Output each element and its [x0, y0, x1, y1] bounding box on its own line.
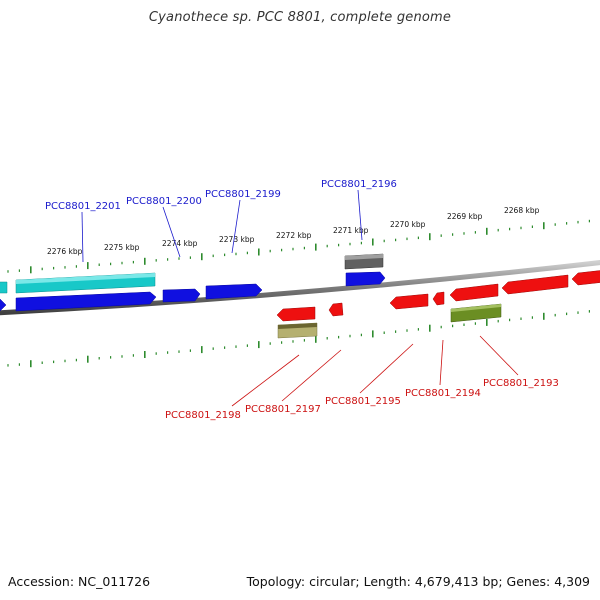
gene-arrow-pcc8801-2197[interactable]: [328, 302, 344, 317]
scale-label-2275: 2275 kbp: [104, 243, 140, 252]
gene-label-pcc8801-2195[interactable]: PCC8801_2195: [325, 396, 401, 407]
gene-arrow-pcc8801-2198[interactable]: [276, 306, 316, 322]
leader-line-2193: [479, 335, 519, 376]
forward-strand-features: [0, 253, 386, 312]
scale-label-2274: 2274 kbp: [162, 239, 198, 248]
gene-feature-khaki-highlight: [278, 323, 317, 329]
genome-backbone: [0, 260, 600, 316]
genome-summary-text: Topology: circular; Length: 4,679,413 bp…: [246, 574, 590, 589]
scale-label-2276: 2276 kbp: [47, 247, 83, 256]
gene-arrow-left-edge[interactable]: [0, 298, 7, 312]
gene-label-pcc8801-2193[interactable]: PCC8801_2193: [483, 378, 559, 389]
leader-line-2200: [162, 206, 181, 258]
leader-line-2195: [359, 343, 414, 394]
upper-scale-track: [7, 219, 591, 274]
leader-line-2198: [231, 354, 300, 407]
gene-arrow-pcc8801-2193[interactable]: [449, 283, 499, 302]
leader-line-2197: [281, 349, 342, 402]
gene-arrow-pcc8801-2200[interactable]: [162, 288, 201, 303]
scale-label-2271: 2271 kbp: [333, 226, 369, 235]
lower-scale-track: [7, 310, 591, 368]
gene-arrow-pcc8801-2195[interactable]: [389, 293, 429, 310]
label-leader-lines: [81, 189, 519, 407]
gene-arrow-pcc8801-2194[interactable]: [432, 291, 445, 306]
gene-arrow-pcc8801-2196[interactable]: [345, 271, 386, 287]
gene-label-pcc8801-2196[interactable]: PCC8801_2196: [321, 179, 397, 190]
gene-label-pcc8801-2194[interactable]: PCC8801_2194: [405, 388, 481, 399]
scale-label-2270: 2270 kbp: [390, 220, 426, 229]
forward-gene-labels: PCC8801_2201 PCC8801_2200 PCC8801_2199 P…: [45, 179, 397, 212]
gene-label-pcc8801-2201[interactable]: PCC8801_2201: [45, 201, 121, 212]
leader-line-2196: [357, 189, 363, 241]
scale-label-2272: 2272 kbp: [276, 231, 312, 240]
leader-line-2201: [81, 211, 84, 263]
scale-label-2273: 2273 kbp: [219, 235, 255, 244]
gene-arrow-reverse-7[interactable]: [571, 270, 600, 286]
gene-feature-olive-highlight: [451, 304, 501, 312]
gene-arrow-pcc8801-2199[interactable]: [205, 283, 263, 300]
gene-arrow-pcc8801-2201[interactable]: [15, 291, 157, 312]
scale-label-2268: 2268 kbp: [504, 206, 540, 215]
scale-labels: 2276 kbp 2275 kbp 2274 kbp 2273 kbp 2272…: [47, 206, 540, 256]
gene-feature-cyan-highlight: [16, 273, 155, 284]
gene-label-pcc8801-2197[interactable]: PCC8801_2197: [245, 404, 321, 415]
gene-feature-cyan-left[interactable]: [0, 281, 8, 294]
leader-line-2194: [439, 339, 444, 386]
gene-arrow-reverse-6[interactable]: [501, 274, 569, 295]
reverse-gene-labels: PCC8801_2198 PCC8801_2197 PCC8801_2195 P…: [165, 378, 559, 421]
scale-label-2269: 2269 kbp: [447, 212, 483, 221]
genome-title: Cyanothece sp. PCC 8801, complete genome: [148, 10, 452, 25]
gene-feature-gray-highlight: [345, 254, 383, 260]
leader-line-2199: [231, 199, 241, 254]
accession-text: Accession: NC_011726: [8, 574, 151, 589]
gene-label-pcc8801-2200[interactable]: PCC8801_2200: [126, 196, 202, 207]
gene-label-pcc8801-2199[interactable]: PCC8801_2199: [205, 189, 281, 200]
reverse-strand-features: [276, 270, 600, 339]
gene-label-pcc8801-2198[interactable]: PCC8801_2198: [165, 410, 241, 421]
